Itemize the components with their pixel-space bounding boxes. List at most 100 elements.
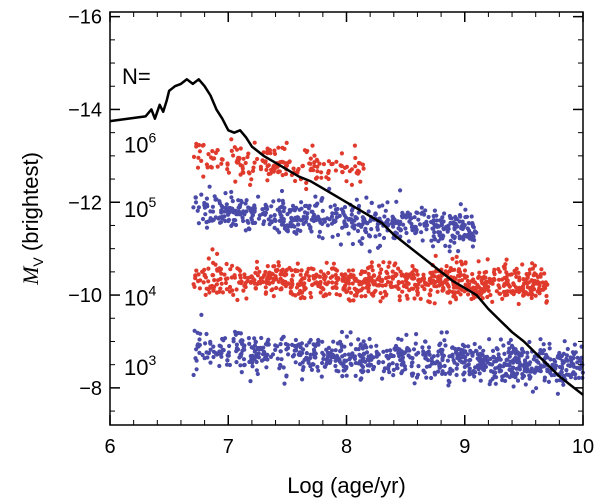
data-point [439,330,444,335]
data-point [455,352,460,357]
data-point [204,331,209,337]
data-point [273,347,278,352]
data-point [373,288,378,293]
data-point [230,263,235,268]
data-point [396,266,401,271]
data-point [276,145,281,150]
data-point [229,223,234,228]
data-point [399,358,405,363]
data-point [430,244,436,249]
data-point [383,293,389,298]
data-point [470,234,475,239]
data-point [309,295,314,300]
data-point [353,164,358,169]
data-point [248,379,253,384]
data-point [344,334,349,339]
data-point [318,279,323,285]
data-point [229,148,234,153]
data-point [513,372,518,377]
data-point [217,199,222,204]
data-point [268,214,273,219]
data-point [366,369,371,374]
data-point [456,249,461,254]
data-point [508,337,513,343]
data-point [356,347,361,352]
data-point [472,341,477,347]
data-point [516,270,521,275]
data-point [575,355,580,360]
data-point [228,289,233,294]
data-point [497,367,502,372]
data-point [195,342,201,347]
data-point [310,143,315,148]
data-point [250,360,255,365]
data-point [443,343,448,348]
data-point [219,203,224,209]
data-point [330,161,335,166]
data-point [505,357,510,362]
data-point [436,239,441,244]
data-point [235,212,240,217]
data-point [320,236,325,241]
data-point [339,151,344,156]
data-point [529,295,534,301]
x-axis-label: Log (age/yr) [287,473,406,498]
data-point [196,221,201,226]
data-point [365,363,370,368]
data-point [417,222,423,227]
data-point [315,214,321,219]
data-point [386,264,391,269]
data-point [293,178,298,184]
data-point [191,205,196,210]
data-point [472,229,478,234]
data-point [455,224,460,229]
data-point [238,273,243,278]
data-point [206,152,211,157]
data-point [283,171,289,177]
data-point [205,204,210,209]
data-point [501,343,506,348]
data-point [280,173,285,178]
data-point [295,227,300,232]
data-point [520,262,525,267]
data-point [530,389,536,394]
data-point [545,282,550,287]
data-point [197,350,202,355]
data-point [252,281,257,286]
data-point [200,216,206,222]
data-point [514,274,519,279]
data-point [351,273,356,278]
data-point [414,268,419,273]
data-point [381,235,387,241]
data-point [335,341,340,346]
data-point [335,232,341,238]
data-point [401,222,406,227]
data-point [443,243,448,248]
data-point [416,277,421,282]
data-point [350,241,355,247]
data-point [211,344,216,349]
data-point [347,286,352,291]
data-point [506,340,511,346]
data-point [391,224,396,229]
data-point [458,259,464,264]
data-point [429,356,434,361]
data-point [401,284,407,289]
data-point [257,269,262,274]
data-point [448,238,453,243]
data-point [462,360,467,365]
data-point [364,195,369,200]
data-point [258,281,263,286]
data-point [405,296,410,301]
data-point [535,289,540,294]
data-point [325,350,330,355]
scatter-points [191,137,585,396]
data-point [296,166,301,172]
data-point [458,272,463,277]
data-point [246,170,251,175]
data-point [207,290,212,295]
data-point [279,222,284,227]
data-point [319,374,324,379]
data-point [278,160,283,165]
data-point [463,207,468,212]
